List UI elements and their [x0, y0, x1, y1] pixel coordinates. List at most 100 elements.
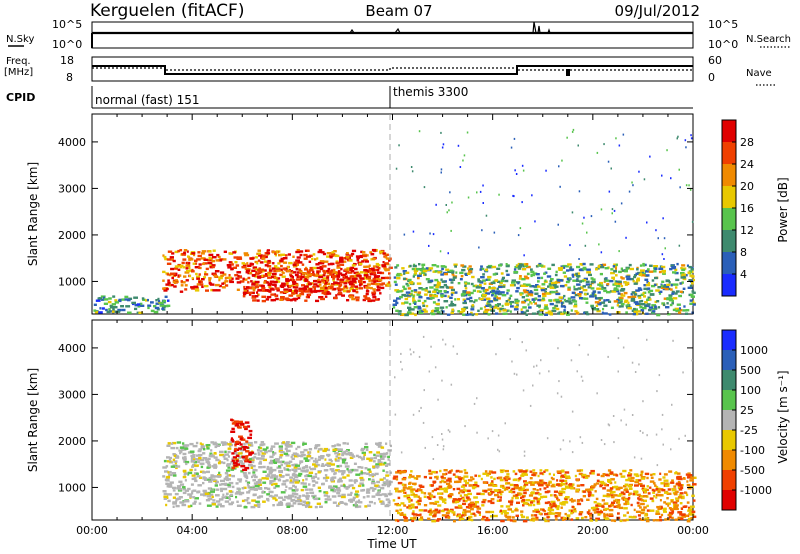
- echo-cell: [570, 309, 573, 312]
- echo-cell: [230, 418, 233, 421]
- echo-cell: [661, 428, 663, 431]
- echo-cell: [177, 249, 180, 253]
- echo-cell: [376, 466, 379, 469]
- echo-cell: [323, 270, 328, 273]
- echo-cell: [360, 456, 363, 459]
- echo-cell: [667, 313, 671, 316]
- echo-cell: [613, 441, 615, 444]
- echo-cell: [444, 501, 447, 504]
- echo-cell: [230, 430, 236, 433]
- echo-cell: [394, 289, 400, 292]
- echo-cell: [522, 289, 528, 292]
- echo-cell: [470, 305, 475, 308]
- echo-cell: [691, 494, 695, 497]
- echo-cell: [554, 298, 560, 302]
- echo-cell: [430, 296, 435, 300]
- echo-cell: [651, 307, 656, 310]
- echo-cell: [175, 504, 180, 508]
- echo-cell: [283, 468, 288, 471]
- echo-cell: [265, 474, 271, 478]
- echo-cell: [334, 444, 337, 447]
- echo-cell: [479, 190, 482, 193]
- echo-cell: [264, 264, 269, 267]
- echo-cell: [486, 266, 491, 269]
- echo-cell: [408, 504, 411, 507]
- echo-cell: [257, 446, 261, 449]
- echo-cell: [267, 487, 271, 490]
- echo-cell: [653, 265, 659, 268]
- echo-cell: [440, 171, 442, 174]
- echo-cell: [461, 292, 466, 296]
- echo-cell: [360, 471, 363, 474]
- echo-cell: [513, 484, 519, 487]
- echo-cell: [192, 262, 196, 265]
- echo-cell: [336, 443, 340, 446]
- echo-cell: [254, 295, 259, 298]
- echo-cell: [410, 475, 415, 478]
- echo-cell: [200, 445, 205, 448]
- echo-cell: [591, 306, 596, 310]
- echo-cell: [476, 492, 481, 495]
- echo-cell: [382, 261, 385, 264]
- echo-cell: [326, 292, 332, 295]
- echo-cell: [622, 519, 627, 522]
- echo-cell: [511, 510, 515, 513]
- echo-cell: [374, 274, 377, 277]
- echo-cell: [398, 290, 403, 293]
- echo-cell: [646, 338, 648, 341]
- echo-cell: [516, 492, 521, 495]
- echo-cell: [644, 301, 648, 304]
- echo-cell: [175, 466, 178, 470]
- echo-cell: [451, 308, 454, 311]
- echo-cell: [579, 511, 584, 514]
- echo-cell: [176, 455, 180, 459]
- echo-cell: [595, 497, 599, 501]
- echo-cell: [230, 461, 236, 464]
- echo-cell: [251, 291, 255, 295]
- echo-cell: [162, 490, 167, 493]
- echo-cell: [177, 489, 183, 492]
- echo-cell: [666, 497, 669, 500]
- echo-cell: [257, 481, 262, 484]
- echo-cell: [611, 501, 616, 504]
- echo-cell: [652, 310, 656, 313]
- echo-cell: [138, 311, 143, 314]
- echo-cell: [464, 284, 467, 287]
- echo-cell: [197, 449, 202, 453]
- echo-cell: [162, 270, 166, 274]
- echo-cell: [554, 518, 558, 521]
- echo-cell: [442, 310, 445, 313]
- echo-cell: [312, 484, 315, 487]
- echo-cell: [395, 301, 399, 305]
- echo-cell: [487, 275, 492, 279]
- echo-cell: [677, 517, 681, 520]
- echo-cell: [301, 263, 305, 266]
- echo-cell: [192, 454, 196, 457]
- echo-cell: [228, 502, 232, 506]
- echo-cell: [233, 461, 238, 465]
- echo-cell: [682, 309, 688, 312]
- echo-cell: [346, 271, 349, 274]
- echo-cell: [257, 259, 261, 262]
- echo-cell: [487, 488, 493, 491]
- echo-cell: [367, 299, 372, 302]
- echo-cell: [529, 470, 533, 473]
- echo-cell: [640, 484, 645, 487]
- echo-cell: [242, 295, 246, 298]
- echo-cell: [403, 277, 407, 280]
- echo-cell: [166, 475, 171, 479]
- echo-cell: [487, 303, 492, 307]
- echo-cell: [346, 267, 351, 270]
- echo-cell: [445, 487, 448, 490]
- echo-cell: [502, 486, 506, 489]
- echo-cell: [679, 502, 683, 505]
- echo-cell: [620, 300, 623, 303]
- echo-cell: [684, 491, 688, 495]
- echo-cell: [256, 299, 260, 302]
- echo-cell: [317, 262, 322, 265]
- echo-cell: [269, 455, 274, 459]
- echo-cell: [363, 258, 368, 262]
- echo-cell: [435, 475, 439, 479]
- echo-cell: [644, 490, 647, 494]
